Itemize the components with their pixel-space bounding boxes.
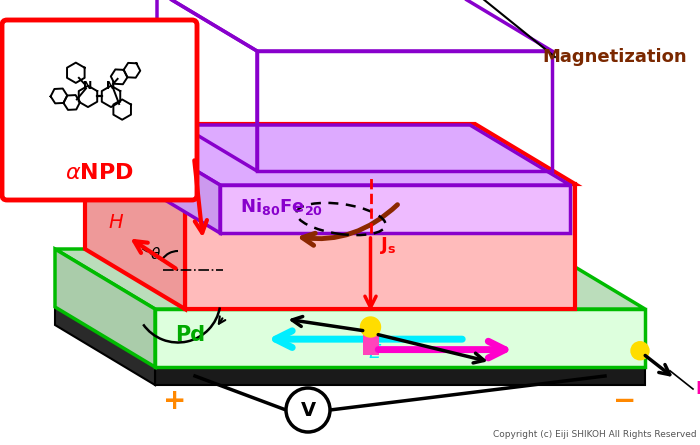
Polygon shape xyxy=(55,307,645,367)
Text: Copyright (c) Eiji SHIKOH All Rights Reserved: Copyright (c) Eiji SHIKOH All Rights Res… xyxy=(494,430,697,439)
Text: Pd: Pd xyxy=(175,325,205,345)
Text: $\theta$: $\theta$ xyxy=(150,246,162,262)
Text: $\mathbf{J_s}$: $\mathbf{J_s}$ xyxy=(381,235,397,255)
Circle shape xyxy=(631,342,649,360)
Text: V: V xyxy=(300,400,316,420)
Text: N: N xyxy=(106,81,116,91)
Text: ISHE: ISHE xyxy=(695,380,700,398)
Text: Magnetization: Magnetization xyxy=(542,48,687,66)
Polygon shape xyxy=(55,249,155,367)
Polygon shape xyxy=(155,309,645,367)
Circle shape xyxy=(360,317,381,337)
Polygon shape xyxy=(55,249,645,309)
Polygon shape xyxy=(85,124,575,184)
Text: $\mathit{E}$: $\mathit{E}$ xyxy=(368,343,382,362)
Text: −: − xyxy=(613,387,636,415)
Polygon shape xyxy=(120,125,220,233)
Polygon shape xyxy=(85,124,185,309)
Text: N: N xyxy=(83,81,92,91)
Polygon shape xyxy=(220,185,570,233)
FancyBboxPatch shape xyxy=(2,20,197,200)
Polygon shape xyxy=(185,184,575,309)
Text: $\alpha$NPD: $\alpha$NPD xyxy=(65,163,134,183)
Text: $\mathbf{Ni_{80}Fe_{20}}$: $\mathbf{Ni_{80}Fe_{20}}$ xyxy=(240,196,323,217)
Text: $\mathit{H}$: $\mathit{H}$ xyxy=(108,213,124,232)
Polygon shape xyxy=(120,125,570,185)
Circle shape xyxy=(286,388,330,432)
Polygon shape xyxy=(55,307,155,385)
Polygon shape xyxy=(155,367,645,385)
Text: +: + xyxy=(163,387,187,415)
Polygon shape xyxy=(363,330,379,355)
